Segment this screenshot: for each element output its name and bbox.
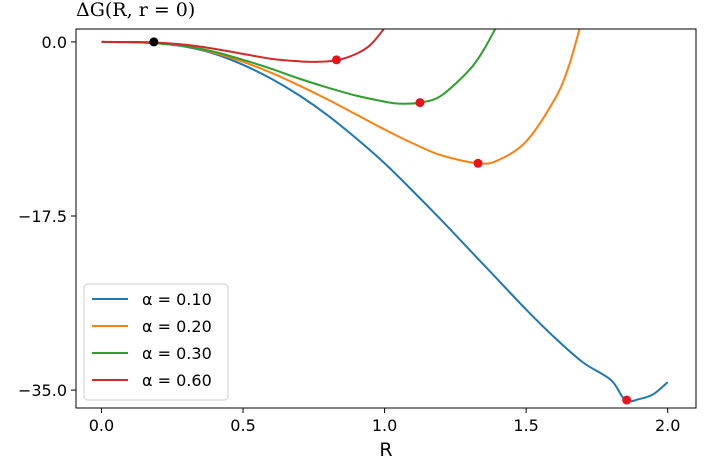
data-marker-2 [331, 55, 341, 65]
x-tick-label: 2.0 [655, 416, 680, 435]
legend-label-1: α = 0.10 [142, 290, 212, 309]
legend-label-4: α = 0.60 [142, 371, 212, 390]
y-tick-label: −35.0 [18, 381, 67, 400]
y-ticks: 0.0 −17.5 −35.0 [18, 33, 76, 400]
legend-label-3: α = 0.30 [142, 344, 212, 363]
series-line-3 [101, 29, 497, 105]
legend: α = 0.10 α = 0.20 α = 0.30 α = 0.60 [83, 283, 229, 401]
x-tick-label: 1.5 [513, 416, 538, 435]
legend-items: α = 0.10 α = 0.20 α = 0.30 α = 0.60 [92, 290, 212, 390]
series-line-4 [101, 29, 386, 63]
marker-layer [149, 37, 632, 405]
data-marker-1 [149, 37, 159, 47]
x-tick-label: 0.0 [89, 416, 114, 435]
x-axis-label: R [379, 439, 392, 461]
series-line-2 [101, 29, 581, 165]
x-ticks: 0.0 0.5 1.0 1.5 2.0 [89, 408, 680, 435]
y-tick-label: 0.0 [42, 33, 67, 52]
y-tick-label: −17.5 [18, 207, 67, 226]
legend-label-2: α = 0.20 [142, 317, 212, 336]
x-tick-label: 0.5 [230, 416, 255, 435]
legend-box [83, 283, 229, 401]
x-tick-label: 1.0 [372, 416, 397, 435]
data-marker-5 [622, 395, 632, 405]
data-marker-3 [415, 98, 425, 108]
data-marker-4 [473, 158, 483, 168]
chart-title: ΔG(R, r = 0) [76, 0, 195, 21]
plot-frame [75, 28, 697, 409]
